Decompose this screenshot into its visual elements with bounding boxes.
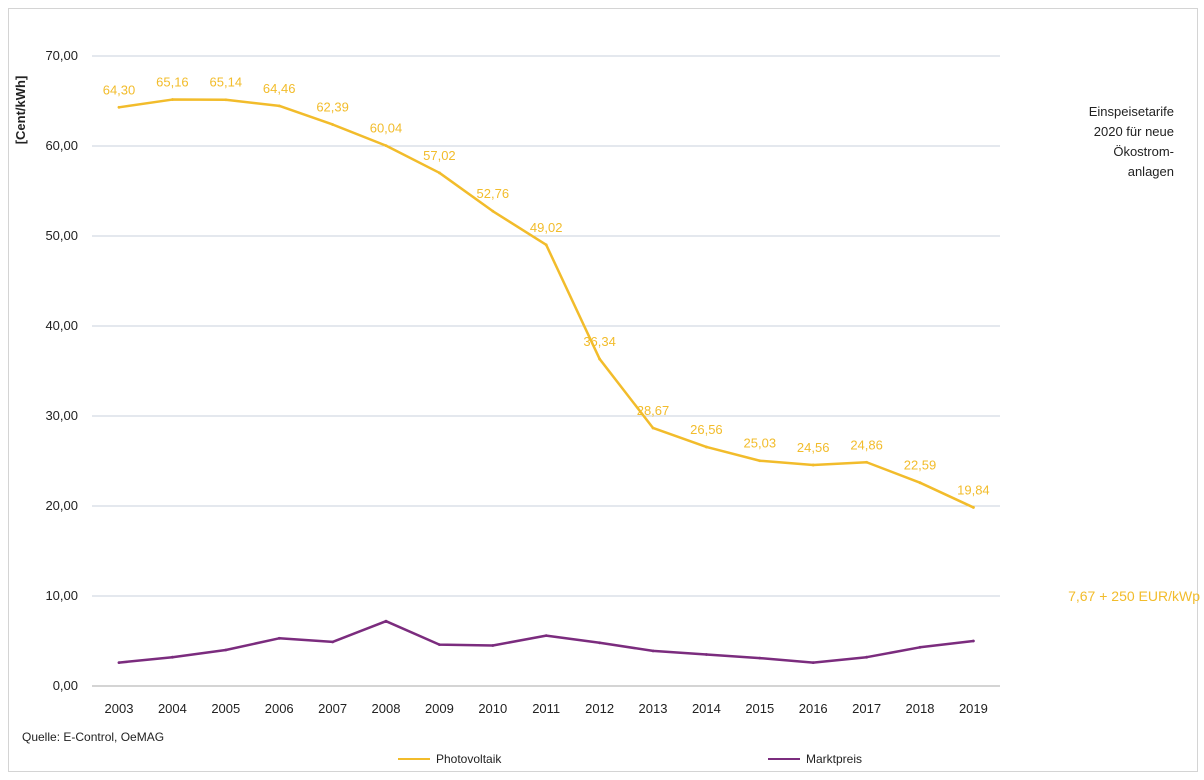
data-point-photovoltaik [438,171,441,175]
y-tick-label: 60,00 [45,138,78,153]
x-tick-label: 2016 [799,701,828,716]
chart-frame [8,8,1198,772]
x-tick-label: 2015 [745,701,774,716]
y-tick-label: 70,00 [45,48,78,63]
data-point-photovoltaik [331,123,334,126]
x-tick-label: 2017 [852,701,881,716]
data-label: 62,39 [316,99,349,114]
data-point-photovoltaik [117,105,121,109]
tariff-note: 7,67 + 250 EUR/kWp [1068,588,1200,604]
data-label: 49,02 [530,220,563,235]
x-tick-label: 2012 [585,701,614,716]
data-point-photovoltaik [544,243,548,247]
data-point-photovoltaik [651,426,655,430]
data-label: 22,59 [904,458,937,473]
data-point-marktpreis [598,641,601,645]
data-point-marktpreis [758,656,762,660]
data-point-photovoltaik [384,144,388,148]
data-point-marktpreis [117,661,121,664]
data-label: 64,46 [263,81,296,96]
series-line-marktpreis [117,619,975,664]
source-note: Quelle: E-Control, OeMAG [22,730,165,744]
data-point-marktpreis [918,645,922,649]
x-tick-label: 2014 [692,701,721,716]
y-tick-label: 40,00 [45,318,78,333]
data-label: 24,86 [850,437,883,452]
data-label: 24,56 [797,440,830,455]
side-note: Einspeisetarife 2020 für neue Ökostrom- … [1088,104,1174,179]
y-tick-label: 30,00 [45,408,78,423]
data-point-photovoltaik [972,506,975,509]
y-tick-label: 10,00 [45,588,78,603]
data-label: 36,34 [583,334,616,349]
x-tick-label: 2008 [372,701,401,716]
data-point-marktpreis [972,639,975,643]
legend-swatch [398,758,430,760]
x-tick-label: 2003 [105,701,134,716]
data-point-photovoltaik [277,104,281,108]
data-point-photovoltaik [224,98,228,102]
series-line-photovoltaik [117,98,975,509]
data-label: 60,04 [370,121,403,136]
data-label: 28,67 [637,403,670,418]
x-tick-label: 2005 [211,701,240,716]
data-point-photovoltaik [171,98,174,101]
data-label: 64,30 [103,82,136,97]
y-axis: 0,00 10,00 20,00 30,00 40,00 50,00 60,00 70,00 [45,48,78,693]
data-point-marktpreis [651,649,655,653]
data-point-marktpreis [277,636,281,640]
data-point-marktpreis [331,640,334,644]
series-lines [117,98,975,664]
legend-item-marktpreis: Marktpreis [768,752,862,766]
data-point-photovoltaik [918,481,922,485]
data-point-marktpreis [491,644,495,647]
legend-swatch [768,758,800,760]
x-axis: 2003 2004 2005 2006 2007 2008 2009 2010 2011 2012… [105,701,988,716]
data-label: 26,56 [690,422,723,437]
y-tick-label: 50,00 [45,228,78,243]
data-point-marktpreis [438,643,441,646]
gridlines [92,55,1000,687]
x-tick-label: 2007 [318,701,347,716]
legend-label: Photovoltaik [436,752,502,766]
data-point-marktpreis [171,655,174,659]
data-point-marktpreis [705,653,708,656]
data-label: 19,84 [957,482,990,497]
data-point-marktpreis [811,661,815,664]
data-point-marktpreis [544,634,548,637]
x-tick-label: 2006 [265,701,294,716]
data-point-marktpreis [384,619,388,623]
data-point-photovoltaik [705,445,708,449]
x-tick-label: 2004 [158,701,187,716]
data-point-photovoltaik [598,357,601,361]
data-label: 52,76 [477,186,510,201]
data-label: 57,02 [423,148,456,163]
y-axis-title: [Cent/kWh] [13,76,28,145]
data-point-photovoltaik [491,209,495,213]
y-tick-label: 20,00 [45,498,78,513]
data-point-photovoltaik [865,460,868,464]
legend-label: Marktpreis [806,752,863,766]
x-tick-label: 2009 [425,701,454,716]
data-point-photovoltaik [811,463,815,467]
x-tick-label: 2013 [639,701,668,716]
y-tick-label: 0,00 [53,678,78,693]
data-label: 65,14 [210,75,243,90]
data-label: 65,16 [156,75,189,90]
legend-item-photovoltaik: Photovoltaik [398,752,501,766]
x-tick-label: 2011 [532,701,560,716]
x-tick-label: 2019 [959,701,988,716]
data-labels: 64,30 65,16 65,14 64,46 62,39 60,04 57,02 52,76… [103,75,990,498]
data-label: 25,03 [744,436,777,451]
x-tick-label: 2018 [906,701,935,716]
data-point-marktpreis [224,648,228,652]
data-point-marktpreis [865,655,868,659]
data-point-photovoltaik [758,459,762,463]
x-tick-label: 2010 [478,701,507,716]
